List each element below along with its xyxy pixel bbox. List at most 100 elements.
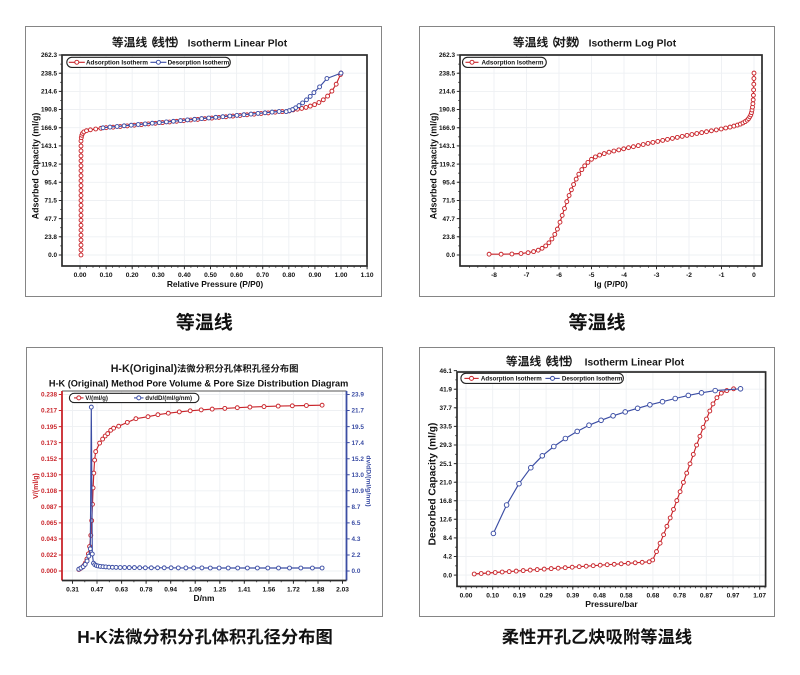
svg-text:0.50: 0.50 [204,272,217,279]
svg-text:0.130: 0.130 [41,472,57,479]
svg-text:0.78: 0.78 [140,587,153,594]
svg-text:dv/dD/(ml/g/nm): dv/dD/(ml/g/nm) [365,455,372,506]
svg-text:0.97: 0.97 [727,592,740,599]
svg-text:0.00: 0.00 [460,592,473,599]
svg-text:143.1: 143.1 [41,143,57,150]
svg-text:Desorption Isotherm: Desorption Isotherm [562,376,623,383]
svg-text:Desorbed Capacity (ml/g): Desorbed Capacity (ml/g) [428,423,439,546]
svg-text:Adsorption Isotherm: Adsorption Isotherm [482,60,544,67]
svg-text:Adsorption Isotherm: Adsorption Isotherm [481,376,542,383]
svg-text:0.217: 0.217 [41,408,57,415]
svg-text:8.7: 8.7 [352,504,361,511]
svg-text:214.6: 214.6 [41,89,57,96]
svg-text:0.87: 0.87 [700,592,713,599]
svg-text:0.47: 0.47 [91,587,104,594]
svg-text:0.80: 0.80 [282,272,295,279]
svg-text:17.4: 17.4 [352,440,365,447]
svg-text:190.8: 190.8 [41,107,57,114]
svg-text:166.9: 166.9 [439,125,455,132]
svg-text:0.00: 0.00 [74,272,87,279]
svg-text:0.087: 0.087 [41,504,57,511]
svg-text:262.3: 262.3 [41,52,57,59]
svg-text:1.07: 1.07 [753,592,766,599]
svg-text:119.2: 119.2 [41,161,57,168]
svg-text:21.0: 21.0 [440,479,453,486]
svg-text:2.03: 2.03 [336,587,349,594]
svg-text:0.0: 0.0 [352,568,361,575]
svg-text:0.10: 0.10 [100,272,113,279]
svg-text:-1: -1 [719,272,725,279]
svg-text:47.7: 47.7 [45,216,58,223]
svg-text:46.1: 46.1 [440,368,453,375]
svg-text:6.5: 6.5 [352,520,361,527]
svg-text:0.78: 0.78 [673,592,686,599]
svg-text:16.8: 16.8 [440,498,453,505]
svg-text:0.60: 0.60 [230,272,243,279]
svg-text:0.0: 0.0 [48,252,57,259]
svg-text:0.39: 0.39 [566,592,579,599]
svg-text:0.022: 0.022 [41,552,57,559]
svg-text:0.19: 0.19 [513,592,526,599]
svg-text:-6: -6 [556,272,562,279]
svg-text:0.043: 0.043 [41,536,57,543]
svg-text:Isotherm Log Plot: Isotherm Log Plot [589,39,677,50]
svg-text:1.72: 1.72 [287,587,300,594]
svg-text:12.6: 12.6 [440,517,453,524]
svg-text:238.5: 238.5 [41,70,57,77]
svg-text:238.5: 238.5 [439,70,455,77]
svg-text:0.108: 0.108 [41,488,57,495]
svg-text:0.70: 0.70 [256,272,269,279]
svg-text:214.6: 214.6 [439,89,455,96]
svg-text:143.1: 143.1 [439,143,455,150]
svg-text:0.40: 0.40 [178,272,191,279]
svg-text:Isotherm Linear Plot: Isotherm Linear Plot [585,358,685,369]
svg-text:4.3: 4.3 [352,536,361,543]
svg-text:1.88: 1.88 [312,587,325,594]
svg-text:1.10: 1.10 [361,272,374,279]
svg-text:Adsorbed Capacity (ml/g): Adsorbed Capacity (ml/g) [31,113,41,220]
svg-text:H-K (Original) Method Pore Vol: H-K (Original) Method Pore Volume & Pore… [49,379,348,389]
svg-text:lg (P/P0): lg (P/P0) [594,279,628,289]
svg-text:0.238: 0.238 [41,392,57,399]
svg-text:H-K: H-K [77,627,108,647]
svg-text:V/(ml/g): V/(ml/g) [33,473,40,499]
svg-text:29.3: 29.3 [440,442,453,449]
svg-text:19.5: 19.5 [352,424,365,431]
svg-text:0.065: 0.065 [41,520,57,527]
svg-text:0.152: 0.152 [41,456,57,463]
svg-text:25.1: 25.1 [440,461,453,468]
svg-text:33.5: 33.5 [440,424,453,431]
svg-text:-7: -7 [524,272,530,279]
svg-text:H-K(Original): H-K(Original) [111,363,178,375]
svg-text:2.2: 2.2 [352,552,361,559]
svg-text:0.58: 0.58 [620,592,633,599]
svg-text:21.7: 21.7 [352,408,365,415]
svg-text:41.9: 41.9 [440,386,453,393]
svg-text:166.9: 166.9 [41,125,57,132]
svg-text:71.5: 71.5 [443,198,456,205]
svg-text:0.94: 0.94 [164,587,177,594]
svg-text:190.8: 190.8 [439,107,455,114]
svg-text:10.9: 10.9 [352,488,365,495]
svg-text:0.68: 0.68 [646,592,659,599]
svg-text:0: 0 [752,272,756,279]
svg-text:D/nm: D/nm [194,593,215,603]
svg-text:0.29: 0.29 [540,592,553,599]
svg-text:1.56: 1.56 [262,587,275,594]
svg-text:119.2: 119.2 [439,161,455,168]
svg-text:-2: -2 [686,272,692,279]
svg-text:8.4: 8.4 [443,535,452,542]
svg-text:13.0: 13.0 [352,472,365,479]
svg-text:Adsorption Isotherm: Adsorption Isotherm [86,60,148,67]
svg-text:V/(ml/g): V/(ml/g) [85,395,108,402]
svg-text:95.4: 95.4 [443,180,456,187]
svg-text:1.41: 1.41 [238,587,251,594]
svg-text:0.20: 0.20 [126,272,139,279]
svg-text:0.0: 0.0 [443,572,452,579]
svg-text:47.7: 47.7 [443,216,456,223]
svg-text:-3: -3 [654,272,660,279]
svg-text:0.195: 0.195 [41,424,57,431]
svg-text:0.31: 0.31 [66,587,79,594]
svg-text:Relative Pressure (P/P0): Relative Pressure (P/P0) [167,279,264,289]
svg-text:0.30: 0.30 [152,272,165,279]
